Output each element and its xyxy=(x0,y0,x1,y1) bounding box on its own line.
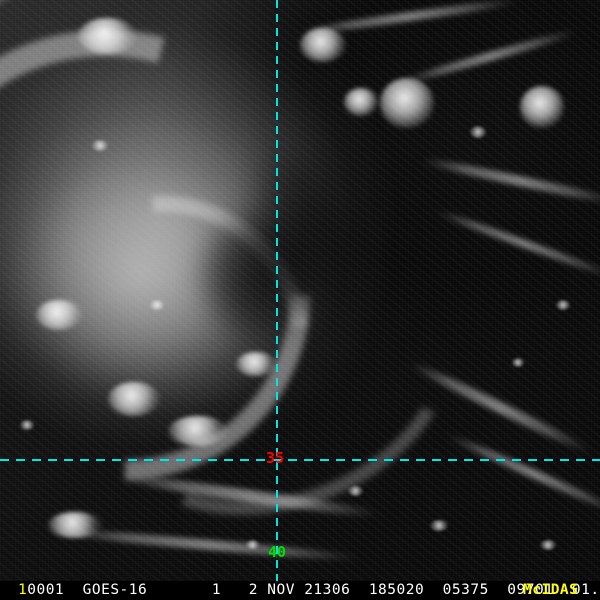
cumulus-speck xyxy=(470,126,486,138)
image-time: 185020 xyxy=(368,582,425,598)
julian-date: 21306 xyxy=(304,582,351,598)
convective-top-w xyxy=(36,300,82,330)
resolution-value: 01.00 xyxy=(571,582,600,598)
line-coordinate: 05375 xyxy=(442,582,489,598)
status-bar-text: 10001 GOES-16 1 2 NOV 21306 185020 05375… xyxy=(0,581,600,600)
cumulus-speck xyxy=(430,520,448,531)
month-name: NOV xyxy=(267,582,295,598)
day-of-month: 2 xyxy=(248,582,259,598)
band-number: 1 xyxy=(211,582,222,598)
frame-number: 1 xyxy=(18,582,28,598)
convective-top-nw xyxy=(78,18,136,54)
convective-top-sse xyxy=(236,352,276,376)
cumulus-speck xyxy=(348,486,363,496)
satellite-name: GOES-16 xyxy=(82,582,148,598)
convective-top-n xyxy=(300,28,346,62)
cumulus-speck xyxy=(150,300,164,310)
status-bar: 10001 GOES-16 1 2 NOV 21306 185020 05375… xyxy=(0,581,600,600)
cumulus-speck xyxy=(540,540,556,550)
convective-top-e xyxy=(520,86,564,128)
image-id: 0001 xyxy=(27,582,65,598)
cumulus-speck xyxy=(92,140,108,151)
cumulus-speck xyxy=(556,300,570,310)
element-coordinate: 09701 xyxy=(507,582,554,598)
convective-top-ne xyxy=(380,78,434,128)
convective-top-nne xyxy=(344,88,378,116)
cumulus-speck xyxy=(512,358,524,367)
convective-top-s xyxy=(168,416,228,446)
cumulus-speck xyxy=(246,540,259,549)
convective-top-sw xyxy=(108,382,160,416)
mcidas-brand-label: McIDAS xyxy=(523,582,579,598)
cumulus-speck xyxy=(20,420,34,430)
